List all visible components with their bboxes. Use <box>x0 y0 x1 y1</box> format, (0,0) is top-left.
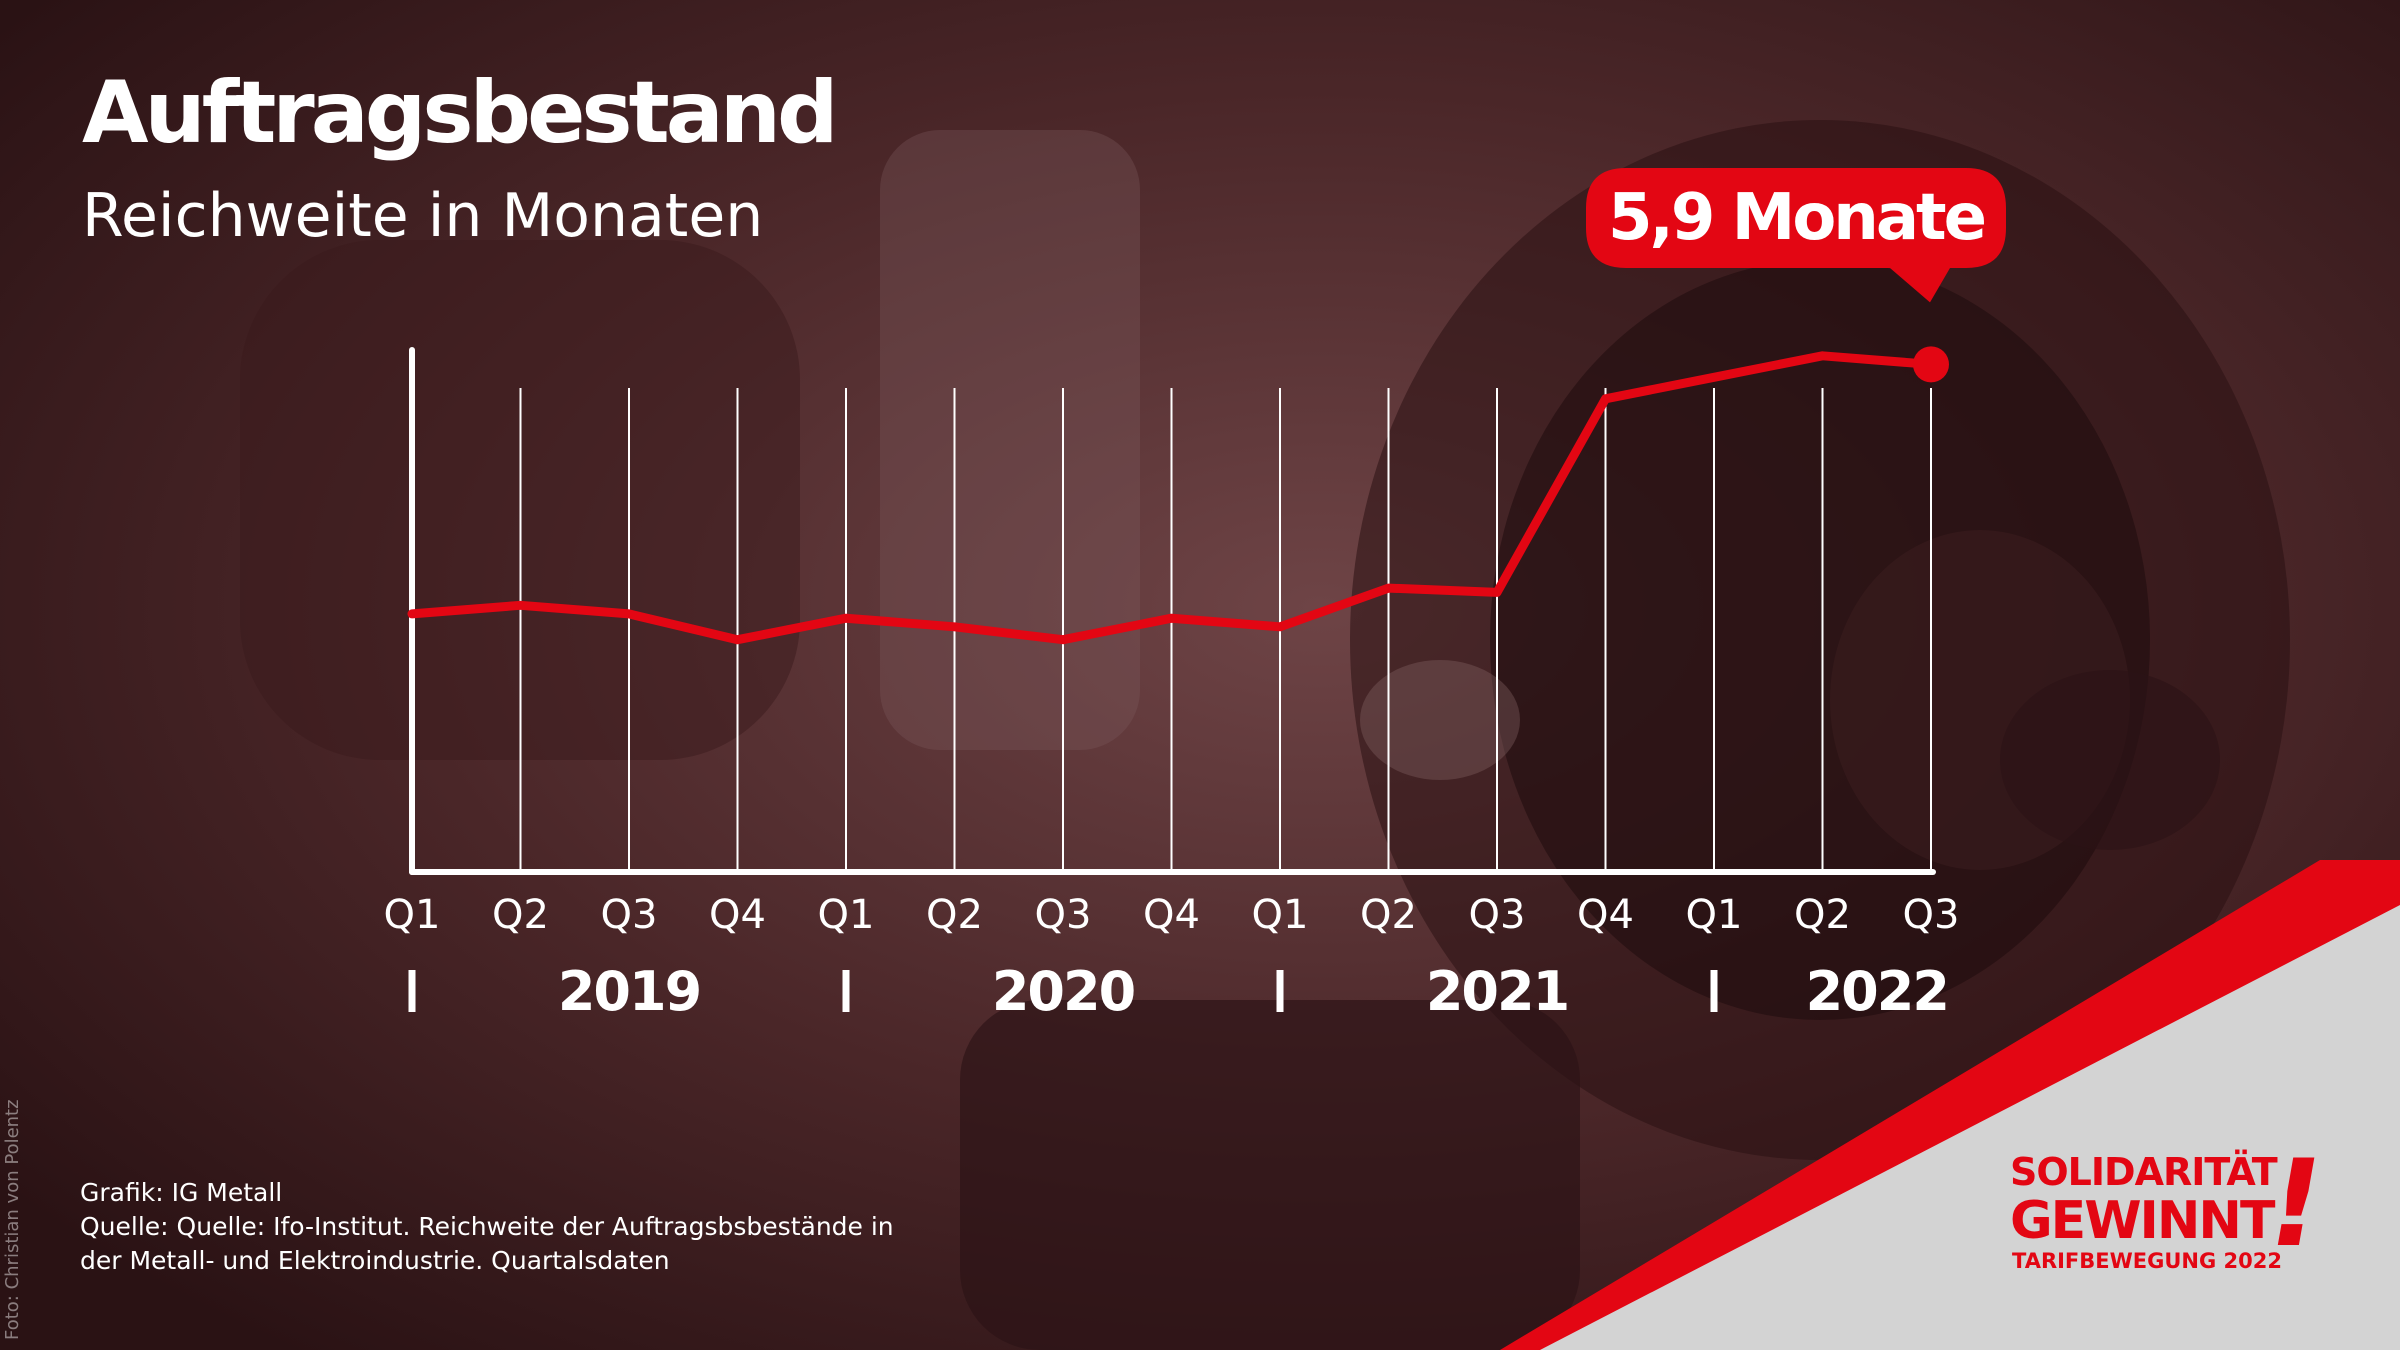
x-tick-label: Q3 <box>1903 892 1960 938</box>
x-tick-label: Q2 <box>492 892 549 938</box>
source-notes: Grafik: IG Metall Quelle: Quelle: Ifo-In… <box>80 1176 980 1278</box>
last-point-marker <box>1913 346 1949 383</box>
year-label: 2019 <box>558 960 700 1023</box>
photo-credit: Foto: Christian von Polentz <box>2 1099 23 1340</box>
chart-title: Auftragsbestand <box>82 63 839 163</box>
x-tick-label: Q3 <box>601 892 658 938</box>
x-tick-label: Q4 <box>1143 892 1200 938</box>
source-line-1: Quelle: Quelle: Ifo-Institut. Reichweite… <box>80 1212 894 1241</box>
year-label: 2022 <box>1806 960 1948 1023</box>
x-tick-label: Q2 <box>1794 892 1851 938</box>
x-tick-label: Q1 <box>818 892 875 938</box>
x-tick-label: Q1 <box>1686 892 1743 938</box>
x-tick-label: Q3 <box>1035 892 1092 938</box>
source-line-2: der Metall- und Elektroindustrie. Quarta… <box>80 1246 670 1275</box>
x-tick-label: Q2 <box>926 892 983 938</box>
campaign-logo: SOLIDARITÄT GEWINNT ! TARIFBEWEGUNG 2022 <box>2000 1135 2335 1275</box>
year-label: 2021 <box>1426 960 1568 1023</box>
x-tick-label: Q1 <box>384 892 441 938</box>
series-line <box>407 351 1936 645</box>
logo-line-3: TARIFBEWEGUNG 2022 <box>2012 1249 2282 1273</box>
year-label: 2020 <box>992 960 1134 1023</box>
chart-subtitle: Reichweite in Monaten <box>82 181 764 251</box>
x-tick-label: Q2 <box>1360 892 1417 938</box>
last-value-label: 5,9 Monate <box>1607 181 1987 255</box>
logo-line-2: GEWINNT <box>2010 1191 2275 1251</box>
graphic-credit: Grafik: IG Metall <box>80 1178 283 1207</box>
x-tick-label: Q3 <box>1469 892 1526 938</box>
x-tick-label: Q4 <box>709 892 766 938</box>
x-tick-label: Q1 <box>1252 892 1309 938</box>
logo-line-1: SOLIDARITÄT <box>2010 1150 2278 1194</box>
x-tick-label: Q4 <box>1577 892 1634 938</box>
callout-bubble <box>1586 168 2006 303</box>
